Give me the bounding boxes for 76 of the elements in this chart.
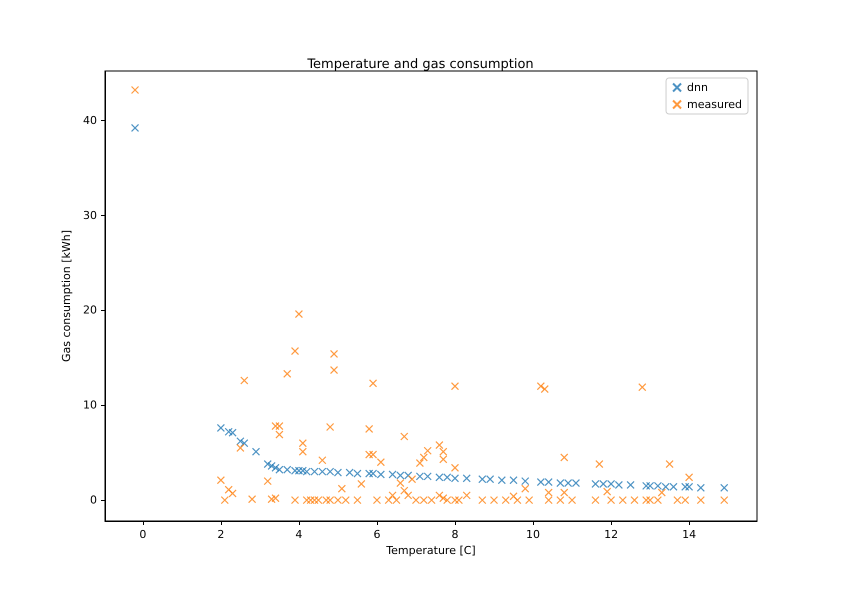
- point: [271, 464, 280, 472]
- point: [290, 466, 300, 475]
- chart-title: Temperature and gas consumption: [306, 57, 534, 72]
- point: [642, 482, 650, 490]
- x-tick-label: 12: [604, 528, 618, 541]
- x-tick-label: 0: [139, 528, 146, 541]
- point: [130, 124, 140, 132]
- point: [696, 484, 705, 492]
- point: [486, 475, 494, 484]
- point: [669, 482, 678, 491]
- point: [353, 469, 362, 478]
- point: [478, 475, 486, 484]
- point: [498, 476, 506, 484]
- point: [388, 470, 397, 479]
- y-tick-label: 20: [83, 304, 97, 317]
- legend-label: measured: [687, 98, 742, 111]
- x-tick-label: 14: [682, 528, 696, 541]
- point: [462, 474, 471, 482]
- y-tick-label: 10: [83, 398, 97, 412]
- x-tick-label: 6: [373, 528, 380, 541]
- point: [396, 471, 404, 480]
- point: [662, 482, 670, 491]
- point: [654, 482, 662, 490]
- y-tick-label: 40: [83, 114, 97, 127]
- point: [228, 428, 237, 437]
- point: [365, 469, 374, 478]
- point: [614, 480, 623, 490]
- y-axis-title: Gas consumption [kWh]: [60, 230, 74, 362]
- x-tick-label: 4: [295, 528, 302, 541]
- x-tick-label: 8: [451, 528, 458, 541]
- point: [681, 482, 690, 491]
- point: [252, 448, 260, 456]
- point: [435, 473, 444, 482]
- point: [376, 470, 385, 479]
- point: [599, 480, 608, 488]
- x-tick-label: 2: [217, 528, 224, 541]
- point: [544, 478, 553, 486]
- point: [424, 472, 432, 480]
- point: [564, 478, 572, 488]
- point: [240, 439, 248, 448]
- point: [216, 424, 225, 432]
- point: [298, 466, 307, 475]
- point: [626, 480, 635, 490]
- point: [572, 478, 580, 488]
- y-tick-label: 0: [90, 494, 97, 507]
- point: [275, 466, 284, 474]
- legend-label: dnn: [687, 81, 708, 94]
- point: [556, 478, 564, 488]
- point: [591, 480, 600, 488]
- point: [326, 468, 334, 476]
- point: [685, 482, 694, 491]
- point: [443, 473, 452, 482]
- point: [264, 460, 272, 468]
- point: [720, 484, 728, 492]
- x-tick-label: 10: [526, 528, 540, 541]
- point: [646, 482, 654, 490]
- point: [294, 466, 304, 475]
- point: [224, 428, 233, 436]
- point: [606, 480, 616, 488]
- point: [283, 466, 292, 474]
- point: [334, 468, 342, 477]
- x-axis-title: Temperature [C]: [385, 544, 476, 557]
- point: [416, 472, 424, 480]
- point: [368, 469, 378, 478]
- point: [346, 468, 354, 477]
- point: [404, 471, 412, 480]
- point: [521, 477, 530, 486]
- point: [310, 468, 319, 476]
- point: [318, 468, 326, 476]
- point: [236, 437, 244, 446]
- y-tick-label: 30: [83, 208, 97, 222]
- point: [450, 474, 460, 482]
- point: [268, 462, 276, 470]
- point: [536, 478, 545, 486]
- point: [509, 476, 518, 484]
- point: [302, 468, 311, 476]
